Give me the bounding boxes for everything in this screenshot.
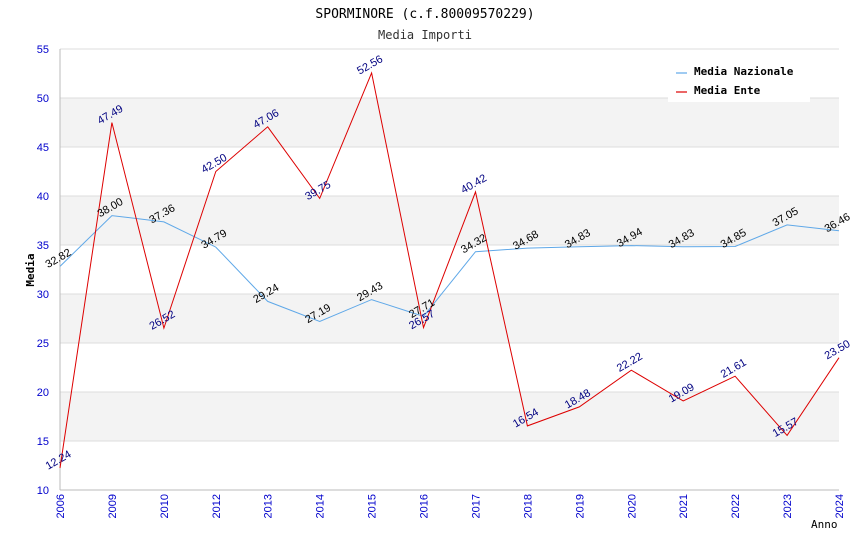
- legend-label-media-nazionale: Media Nazionale: [694, 65, 794, 78]
- chart-subtitle: Media Importi: [378, 28, 472, 42]
- data-label: 52.56: [355, 53, 385, 77]
- series-line-media-nazionale: [59, 215, 840, 323]
- y-tick-label: 45: [37, 142, 49, 154]
- y-tick-label: 40: [37, 191, 49, 203]
- background-bands: [60, 98, 839, 441]
- x-tick-label: 2015: [367, 494, 379, 518]
- y-tick-label: 10: [37, 485, 49, 497]
- legend: Media Nazionale Media Ente: [668, 58, 810, 102]
- y-tick-labels: 10 15 20 25 30 35 40 45 50 55: [37, 44, 49, 497]
- legend-label-media-ente: Media Ente: [694, 84, 761, 97]
- data-label: 12.24: [44, 448, 74, 472]
- x-tick-label: 2020: [626, 494, 638, 518]
- x-tick-label: 2013: [263, 494, 275, 518]
- x-tick-label: 2018: [522, 494, 534, 518]
- x-tick-label: 2022: [730, 494, 742, 518]
- data-label: 40.42: [459, 172, 489, 196]
- x-tick-label: 2012: [211, 494, 223, 518]
- y-tick-label: 15: [37, 436, 49, 448]
- x-tick-label: 2010: [159, 494, 171, 518]
- x-tick-label: 2023: [782, 494, 794, 518]
- x-tick-label: 2014: [315, 494, 327, 518]
- y-tick-label: 25: [37, 338, 49, 350]
- y-tick-label: 55: [37, 44, 49, 56]
- data-label: 42.50: [199, 152, 229, 176]
- band: [60, 98, 839, 147]
- axes: [59, 49, 839, 491]
- x-tick-label: 2024: [834, 494, 846, 518]
- x-tick-label: 2019: [574, 494, 586, 518]
- x-tick-label: 2016: [419, 494, 431, 518]
- x-tick-label: 2021: [678, 494, 690, 518]
- y-tick-label: 35: [37, 240, 49, 252]
- series-line-media-ente: [59, 71, 840, 469]
- y-tick-label: 30: [37, 289, 49, 301]
- x-tick-labels: 2006 2009 2010 2012 2013 2014 2015 2016 2017 2018…: [55, 494, 846, 518]
- x-tick-label: 2017: [470, 494, 482, 518]
- gridlines: [60, 48, 839, 491]
- x-axis-label: Anno: [811, 518, 838, 531]
- y-tick-label: 50: [37, 93, 49, 105]
- x-tick-label: 2006: [55, 494, 67, 518]
- band: [60, 294, 839, 343]
- y-tick-label: 20: [37, 387, 49, 399]
- y-axis-label: Media: [24, 253, 37, 286]
- legend-box: [668, 58, 810, 102]
- band: [60, 392, 839, 441]
- band: [60, 196, 839, 245]
- chart-title: SPORMINORE (c.f.80009570229): [315, 7, 534, 22]
- series-lines: [59, 71, 840, 469]
- x-tick-label: 2009: [107, 494, 119, 518]
